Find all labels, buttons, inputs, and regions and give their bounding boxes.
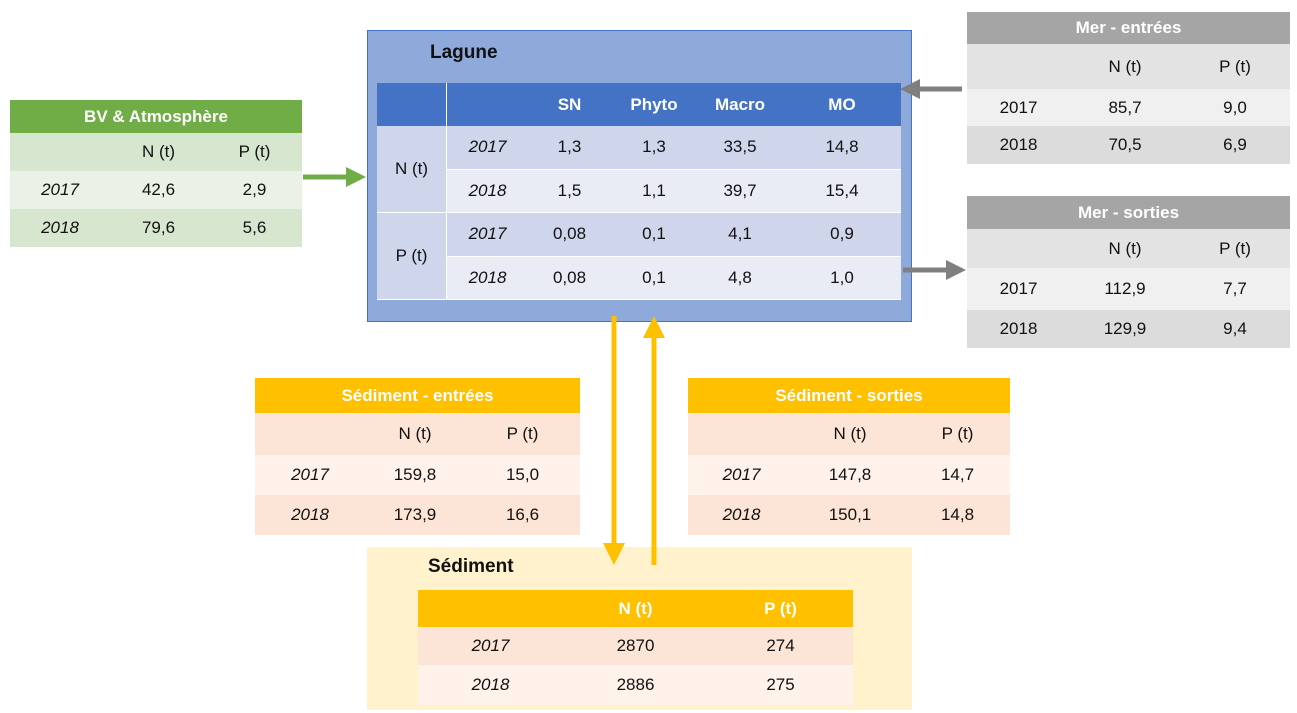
value-cell: 274 xyxy=(708,627,853,665)
value-cell: 129,9 xyxy=(1070,310,1180,348)
value-cell: 14,8 xyxy=(905,495,1010,535)
table-title: Sédiment - entrées xyxy=(255,378,580,413)
header-cell xyxy=(10,133,110,171)
value-cell: 159,8 xyxy=(365,455,465,495)
table-title: Sédiment - sorties xyxy=(688,378,1010,413)
arrow-head xyxy=(643,316,665,338)
value-cell: 275 xyxy=(708,665,853,705)
year-cell: 2018 xyxy=(688,495,795,535)
arrow-head xyxy=(346,167,366,187)
header-cell: MO xyxy=(783,83,901,126)
arrow-head xyxy=(900,79,920,99)
value-cell: 15,0 xyxy=(465,455,580,495)
value-cell: 1,5 xyxy=(528,169,611,213)
value-cell: 0,08 xyxy=(528,213,611,257)
year-cell: 2017 xyxy=(967,89,1070,126)
header-cell: P (t) xyxy=(708,590,853,627)
header-cell: N (t) xyxy=(1070,44,1180,89)
value-cell: 16,6 xyxy=(465,495,580,535)
value-cell: 33,5 xyxy=(697,126,783,170)
header-cell: N (t) xyxy=(563,590,708,627)
header-cell: N (t) xyxy=(365,413,465,455)
value-cell: 0,1 xyxy=(611,256,697,300)
header-cell xyxy=(967,44,1070,89)
year-cell: 2017 xyxy=(418,627,563,665)
header-cell xyxy=(255,413,365,455)
lagune-title: Lagune xyxy=(430,42,498,63)
year-cell: 2018 xyxy=(418,665,563,705)
value-cell: 39,7 xyxy=(697,169,783,213)
value-cell: 7,7 xyxy=(1180,268,1290,310)
header-cell: Macro xyxy=(697,83,783,126)
header-cell xyxy=(688,413,795,455)
value-cell: 14,8 xyxy=(783,126,901,170)
table-title: Mer - sorties xyxy=(967,196,1290,229)
value-cell: 5,6 xyxy=(207,209,302,247)
year-cell: 2018 xyxy=(10,209,110,247)
value-cell: 42,6 xyxy=(110,171,207,209)
value-cell: 1,1 xyxy=(611,169,697,213)
year-cell: 2018 xyxy=(967,126,1070,164)
header-cell xyxy=(447,83,528,126)
year-cell: 2018 xyxy=(447,169,528,213)
value-cell: 4,1 xyxy=(697,213,783,257)
group-label: P (t) xyxy=(377,213,447,300)
header-cell xyxy=(967,229,1070,268)
value-cell: 0,9 xyxy=(783,213,901,257)
value-cell: 173,9 xyxy=(365,495,465,535)
table-title: BV & Atmosphère xyxy=(10,100,302,133)
value-cell: 2886 xyxy=(563,665,708,705)
value-cell: 6,9 xyxy=(1180,126,1290,164)
arrow-head xyxy=(603,543,625,565)
header-cell: P (t) xyxy=(207,133,302,171)
header-cell: N (t) xyxy=(795,413,905,455)
year-cell: 2017 xyxy=(447,213,528,257)
value-cell: 2,9 xyxy=(207,171,302,209)
value-cell: 112,9 xyxy=(1070,268,1180,310)
value-cell: 70,5 xyxy=(1070,126,1180,164)
header-cell xyxy=(418,590,563,627)
value-cell: 147,8 xyxy=(795,455,905,495)
value-cell: 0,08 xyxy=(528,256,611,300)
header-cell: P (t) xyxy=(1180,229,1290,268)
value-cell: 9,4 xyxy=(1180,310,1290,348)
value-cell: 1,3 xyxy=(611,126,697,170)
header-cell: N (t) xyxy=(1070,229,1180,268)
group-label: N (t) xyxy=(377,126,447,213)
year-cell: 2017 xyxy=(255,455,365,495)
year-cell: 2017 xyxy=(10,171,110,209)
value-cell: 14,7 xyxy=(905,455,1010,495)
value-cell: 150,1 xyxy=(795,495,905,535)
table-title: Mer - entrées xyxy=(967,12,1290,44)
header-cell: SN xyxy=(528,83,611,126)
value-cell: 9,0 xyxy=(1180,89,1290,126)
header-cell: Phyto xyxy=(611,83,697,126)
year-cell: 2018 xyxy=(967,310,1070,348)
header-cell: N (t) xyxy=(110,133,207,171)
header-cell: P (t) xyxy=(465,413,580,455)
header-cell xyxy=(377,83,447,126)
sediment-title: Sédiment xyxy=(428,556,514,577)
value-cell: 85,7 xyxy=(1070,89,1180,126)
value-cell: 1,0 xyxy=(783,256,901,300)
value-cell: 4,8 xyxy=(697,256,783,300)
year-cell: 2017 xyxy=(967,268,1070,310)
year-cell: 2017 xyxy=(688,455,795,495)
arrow-head xyxy=(946,260,966,280)
year-cell: 2018 xyxy=(255,495,365,535)
value-cell: 15,4 xyxy=(783,169,901,213)
value-cell: 79,6 xyxy=(110,209,207,247)
value-cell: 2870 xyxy=(563,627,708,665)
value-cell: 1,3 xyxy=(528,126,611,170)
year-cell: 2017 xyxy=(447,126,528,170)
value-cell: 0,1 xyxy=(611,213,697,257)
header-cell: P (t) xyxy=(1180,44,1290,89)
header-cell: P (t) xyxy=(905,413,1010,455)
year-cell: 2018 xyxy=(447,256,528,300)
